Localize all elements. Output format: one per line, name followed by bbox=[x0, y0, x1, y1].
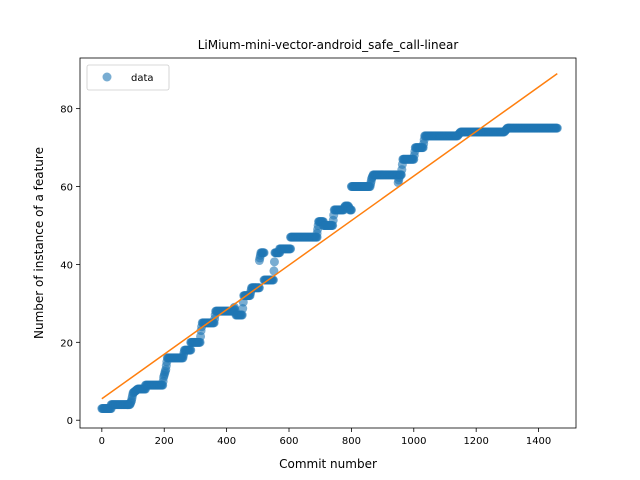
data-point bbox=[237, 310, 247, 320]
x-tick-label: 1200 bbox=[463, 436, 488, 447]
data-point bbox=[269, 257, 279, 267]
x-tick-label: 1400 bbox=[526, 436, 551, 447]
y-tick-label: 80 bbox=[60, 105, 73, 116]
x-tick-label: 1000 bbox=[401, 436, 426, 447]
x-tick-label: 0 bbox=[99, 436, 105, 447]
plot-frame bbox=[79, 57, 577, 429]
y-tick-label: 40 bbox=[60, 260, 73, 271]
y-tick-label: 0 bbox=[67, 416, 73, 427]
y-tick-label: 60 bbox=[60, 183, 73, 194]
y-axis-label: Number of instance of a feature bbox=[32, 147, 46, 339]
legend-marker-data bbox=[102, 72, 112, 82]
x-tick-label: 400 bbox=[217, 436, 236, 447]
legend-box bbox=[86, 64, 170, 91]
x-axis-label: Commit number bbox=[279, 457, 377, 471]
data-point bbox=[552, 123, 562, 133]
x-tick-label: 600 bbox=[279, 436, 298, 447]
data-point bbox=[238, 304, 248, 314]
chart-title: LiMium-mini-vector-android_safe_call-lin… bbox=[198, 38, 459, 52]
data-point bbox=[259, 248, 269, 258]
fit-line bbox=[101, 72, 558, 400]
legend: data bbox=[86, 64, 170, 91]
x-axis-ticks: 0 200 400 600 800 1000 1200 1400 bbox=[99, 428, 551, 447]
x-tick-label: 800 bbox=[342, 436, 361, 447]
legend-label-data: data bbox=[131, 73, 154, 84]
y-axis-ticks: 0 20 40 60 80 bbox=[60, 105, 80, 427]
data-points bbox=[97, 123, 562, 414]
y-tick-label: 20 bbox=[60, 338, 73, 349]
data-point bbox=[286, 244, 296, 254]
fit-line-group bbox=[101, 72, 558, 400]
x-tick-label: 200 bbox=[155, 436, 174, 447]
data-point bbox=[346, 205, 356, 215]
data-point bbox=[186, 345, 196, 355]
data-point bbox=[269, 266, 279, 276]
